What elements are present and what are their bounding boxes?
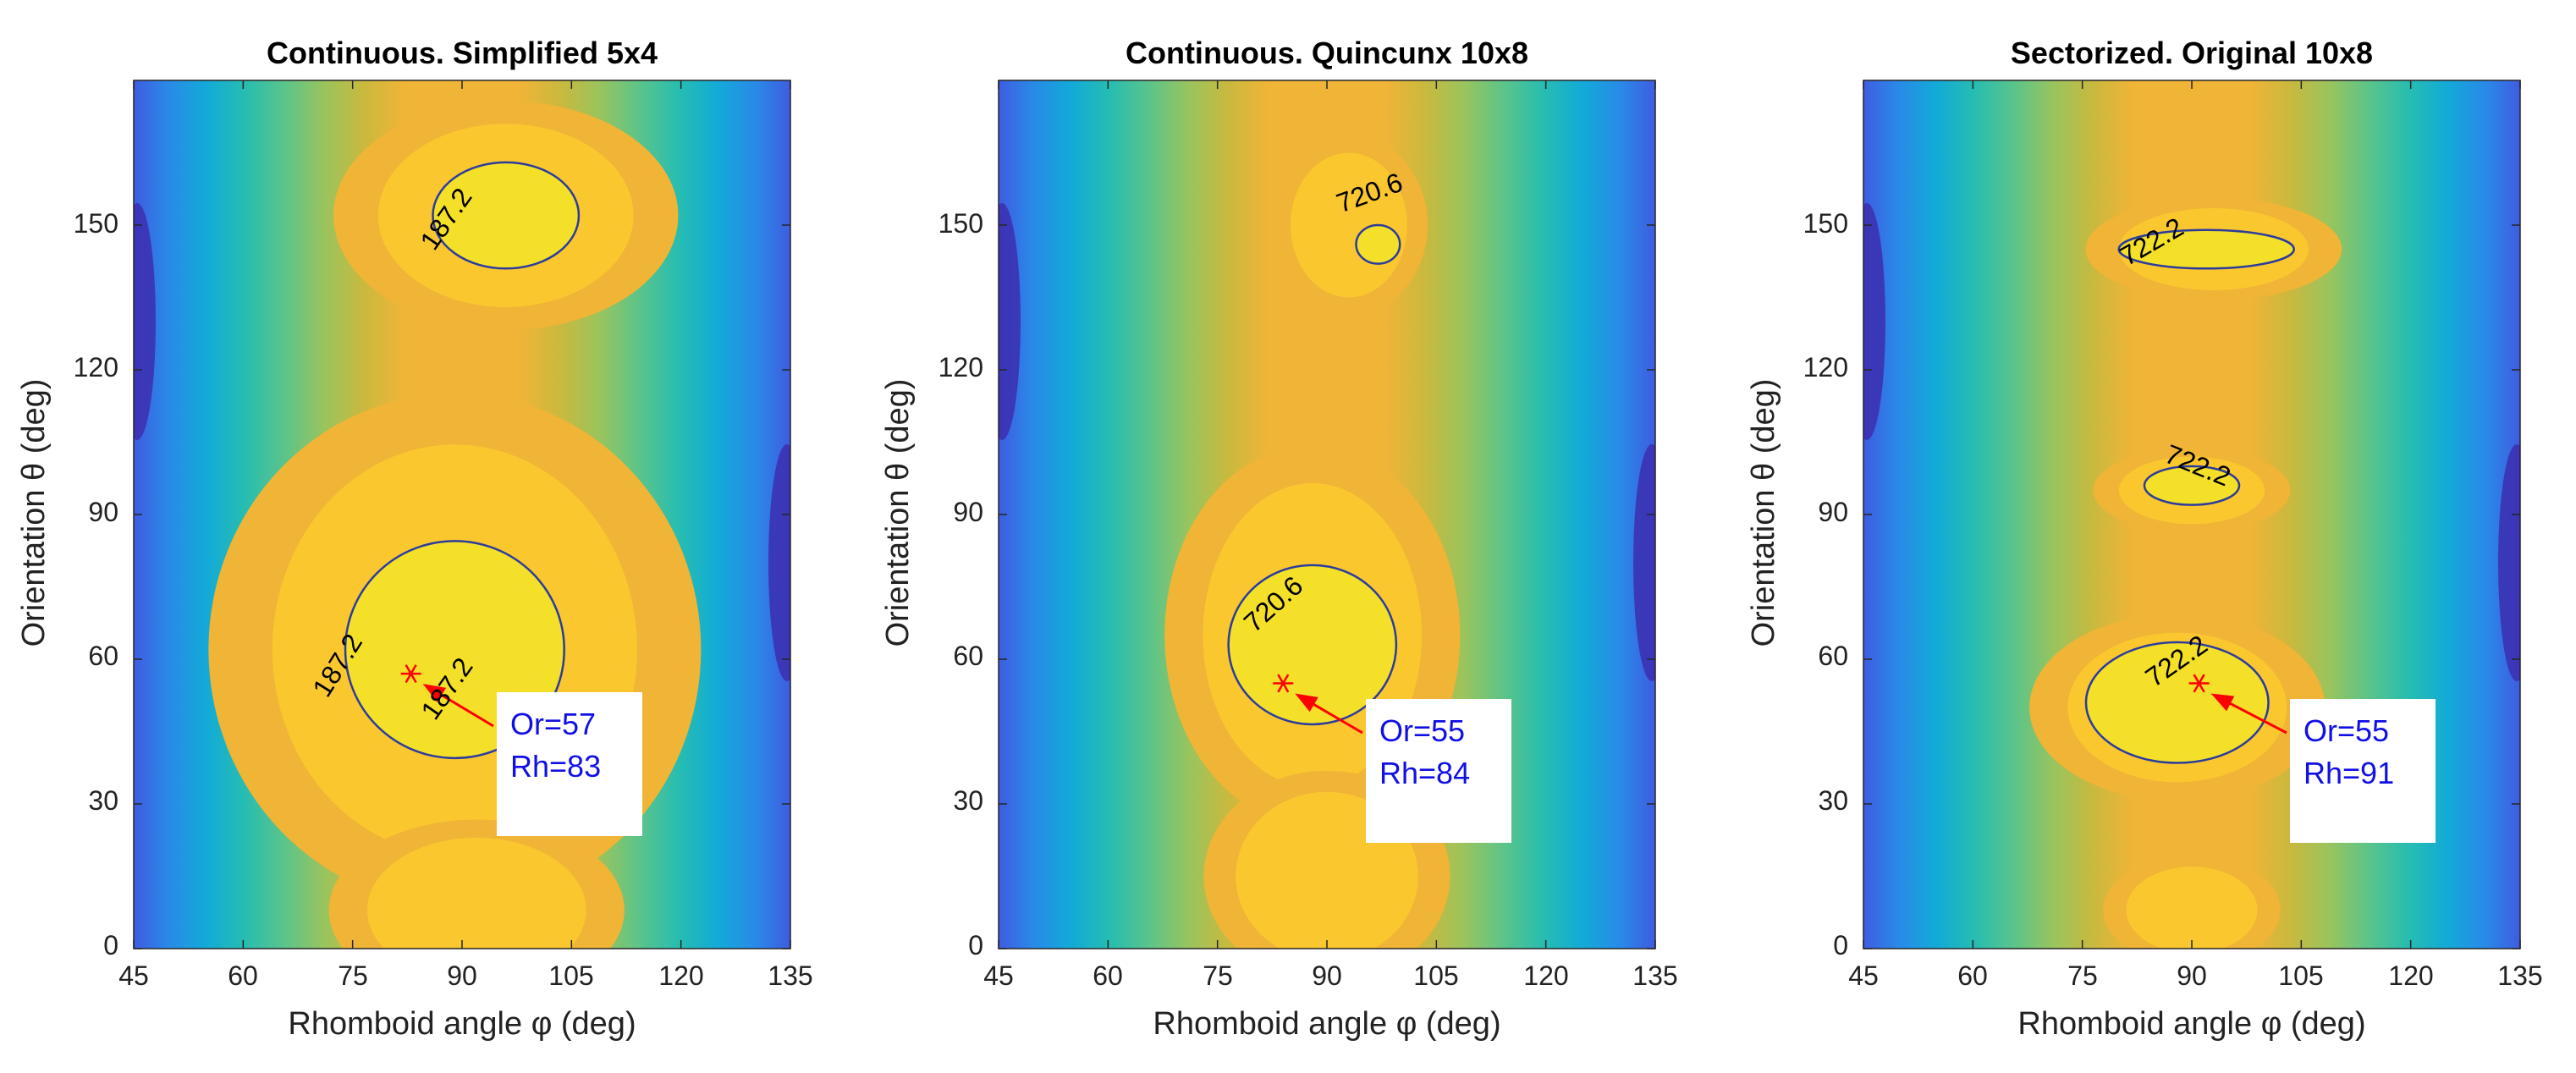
minimum-blob-right bbox=[2498, 444, 2520, 681]
maximum-contour-2 bbox=[2143, 465, 2241, 506]
panel-1-x-tick-label-0: 45 bbox=[118, 960, 149, 991]
panel-3: Sectorized. Original 10x8 Rhomboid angle… bbox=[1746, 36, 2543, 1042]
panel-1-x-tick-label-1: 60 bbox=[228, 960, 258, 991]
panel-3-annotation-box bbox=[2290, 699, 2436, 843]
panel-2-x-tick-label-6: 135 bbox=[1632, 960, 1677, 991]
panel-3-y-tick-label-3: 90 bbox=[1818, 497, 1848, 527]
panel-3-annotation-rh: Rh=91 bbox=[2304, 756, 2394, 790]
panel-3-y-tick-label-2: 60 bbox=[1818, 641, 1848, 671]
minimum-blob-left bbox=[134, 203, 156, 440]
panel-2-y-axis-label: Orientation θ (deg) bbox=[880, 379, 916, 647]
plot-area bbox=[999, 80, 1655, 949]
panel-1-y-tick-label-3: 90 bbox=[88, 497, 118, 527]
optimum-arrow bbox=[2223, 699, 2287, 735]
panel-2-x-tick-label-5: 120 bbox=[1523, 960, 1568, 991]
panel-2-x-tick-label-2: 75 bbox=[1203, 960, 1233, 991]
panel-1-y-axis-label: Orientation θ (deg) bbox=[16, 379, 52, 647]
panel-1-y-tick-label-5: 150 bbox=[74, 208, 118, 239]
panel-3-title: Sectorized. Original 10x8 bbox=[2011, 36, 2373, 70]
panel-2-x-tick-label-3: 90 bbox=[1312, 960, 1342, 991]
panel-3-x-tick-label-2: 75 bbox=[2067, 960, 2098, 991]
panel-3-x-tick-label-4: 105 bbox=[2278, 960, 2323, 991]
optimum-marker bbox=[400, 664, 421, 684]
panel-2-x-tick-label-4: 105 bbox=[1413, 960, 1458, 991]
panel-2-y-tick-label-2: 60 bbox=[953, 641, 983, 671]
panel-1-annotation-or: Or=57 bbox=[510, 707, 596, 741]
panel-3-x-tick-label-6: 135 bbox=[2497, 960, 2542, 991]
panel-3-x-tick-label-0: 45 bbox=[1848, 960, 1879, 991]
panel-1-y-tick-label-4: 120 bbox=[74, 352, 118, 382]
panel-1-x-tick-label-3: 90 bbox=[447, 960, 477, 991]
panel-3-y-tick-label-0: 0 bbox=[1833, 930, 1848, 960]
panel-1-annotation-rh: Rh=83 bbox=[510, 749, 601, 784]
panel-2-y-tick-label-4: 120 bbox=[938, 352, 983, 382]
maximum-contour-3 bbox=[2084, 641, 2270, 764]
high-region-4 bbox=[2126, 867, 2258, 949]
high-region-3 bbox=[366, 837, 586, 949]
panel-2-x-tick-label-1: 60 bbox=[1093, 960, 1123, 991]
panel-1-x-axis-label: Rhomboid angle φ (deg) bbox=[288, 1006, 636, 1042]
panel-3-x-tick-label-1: 60 bbox=[1957, 960, 1988, 991]
panel-2-y-tick-label-3: 90 bbox=[953, 497, 983, 527]
maximum-contour-1 bbox=[1355, 223, 1401, 265]
maximum-contour-1 bbox=[2117, 228, 2295, 270]
panel-3-y-axis-label: Orientation θ (deg) bbox=[1746, 379, 1781, 647]
panel-2-annotation-box bbox=[1366, 699, 1511, 843]
optimum-arrow-head bbox=[422, 684, 447, 703]
optimum-marker bbox=[1273, 674, 1294, 693]
panel-2-x-tick-label-0: 45 bbox=[983, 960, 1014, 991]
panel-1-title: Continuous. Simplified 5x4 bbox=[267, 36, 658, 70]
panel-1-y-tick-label-1: 30 bbox=[88, 785, 118, 816]
panel-1-x-tick-label-2: 75 bbox=[338, 960, 368, 991]
panel-2-y-tick-label-1: 30 bbox=[953, 785, 983, 816]
optimum-arrow-head bbox=[1295, 693, 1318, 713]
panel-3-y-tick-label-5: 150 bbox=[1803, 208, 1848, 239]
panel-1-x-tick-label-5: 120 bbox=[658, 960, 703, 991]
panel-2-title: Continuous. Quincunx 10x8 bbox=[1126, 36, 1528, 70]
heatmap-plot-2 bbox=[998, 80, 1656, 949]
panel-3-y-tick-label-1: 30 bbox=[1818, 785, 1848, 816]
panel-1-y-tick-label-0: 0 bbox=[103, 930, 118, 960]
panel-3-x-tick-label-5: 120 bbox=[2388, 960, 2433, 991]
panel-2-y-tick-label-5: 150 bbox=[938, 208, 983, 239]
panel-1-y-tick-label-2: 60 bbox=[88, 641, 118, 671]
optimum-marker bbox=[2188, 674, 2210, 693]
panel-1-x-tick-label-6: 135 bbox=[768, 960, 812, 991]
maximum-contour-1 bbox=[432, 161, 581, 270]
optimum-arrow bbox=[1307, 700, 1363, 735]
panel-3-y-tick-label-4: 120 bbox=[1803, 352, 1848, 382]
panel-2-annotation-rh: Rh=84 bbox=[1379, 756, 1470, 790]
panel-1-annotation-box bbox=[497, 692, 642, 836]
panel-2-annotation-or: Or=55 bbox=[1379, 713, 1465, 748]
minimum-blob-right bbox=[1633, 444, 1655, 681]
minimum-blob-left bbox=[1863, 203, 1885, 440]
maximum-contour-2 bbox=[1227, 564, 1398, 726]
panel-2: Continuous. Quincunx 10x8 Rhomboid angle… bbox=[880, 36, 1678, 1042]
panel-2-x-axis-label: Rhomboid angle φ (deg) bbox=[1153, 1006, 1500, 1042]
panel-3-x-axis-label: Rhomboid angle φ (deg) bbox=[2017, 1006, 2365, 1042]
optimum-arrow-head bbox=[2210, 693, 2235, 712]
minimum-blob-left bbox=[999, 203, 1021, 440]
panel-2-y-tick-label-0: 0 bbox=[968, 930, 983, 960]
panel-3-x-tick-label-3: 90 bbox=[2177, 960, 2207, 991]
panel-3-annotation-or: Or=55 bbox=[2304, 713, 2389, 748]
optimum-arrow bbox=[435, 691, 494, 728]
minimum-blob-right bbox=[768, 444, 790, 681]
panel-1-x-tick-label-4: 105 bbox=[548, 960, 593, 991]
panel-1: Continuous. Simplified 5x4 Rhomboid angl… bbox=[16, 36, 813, 1042]
